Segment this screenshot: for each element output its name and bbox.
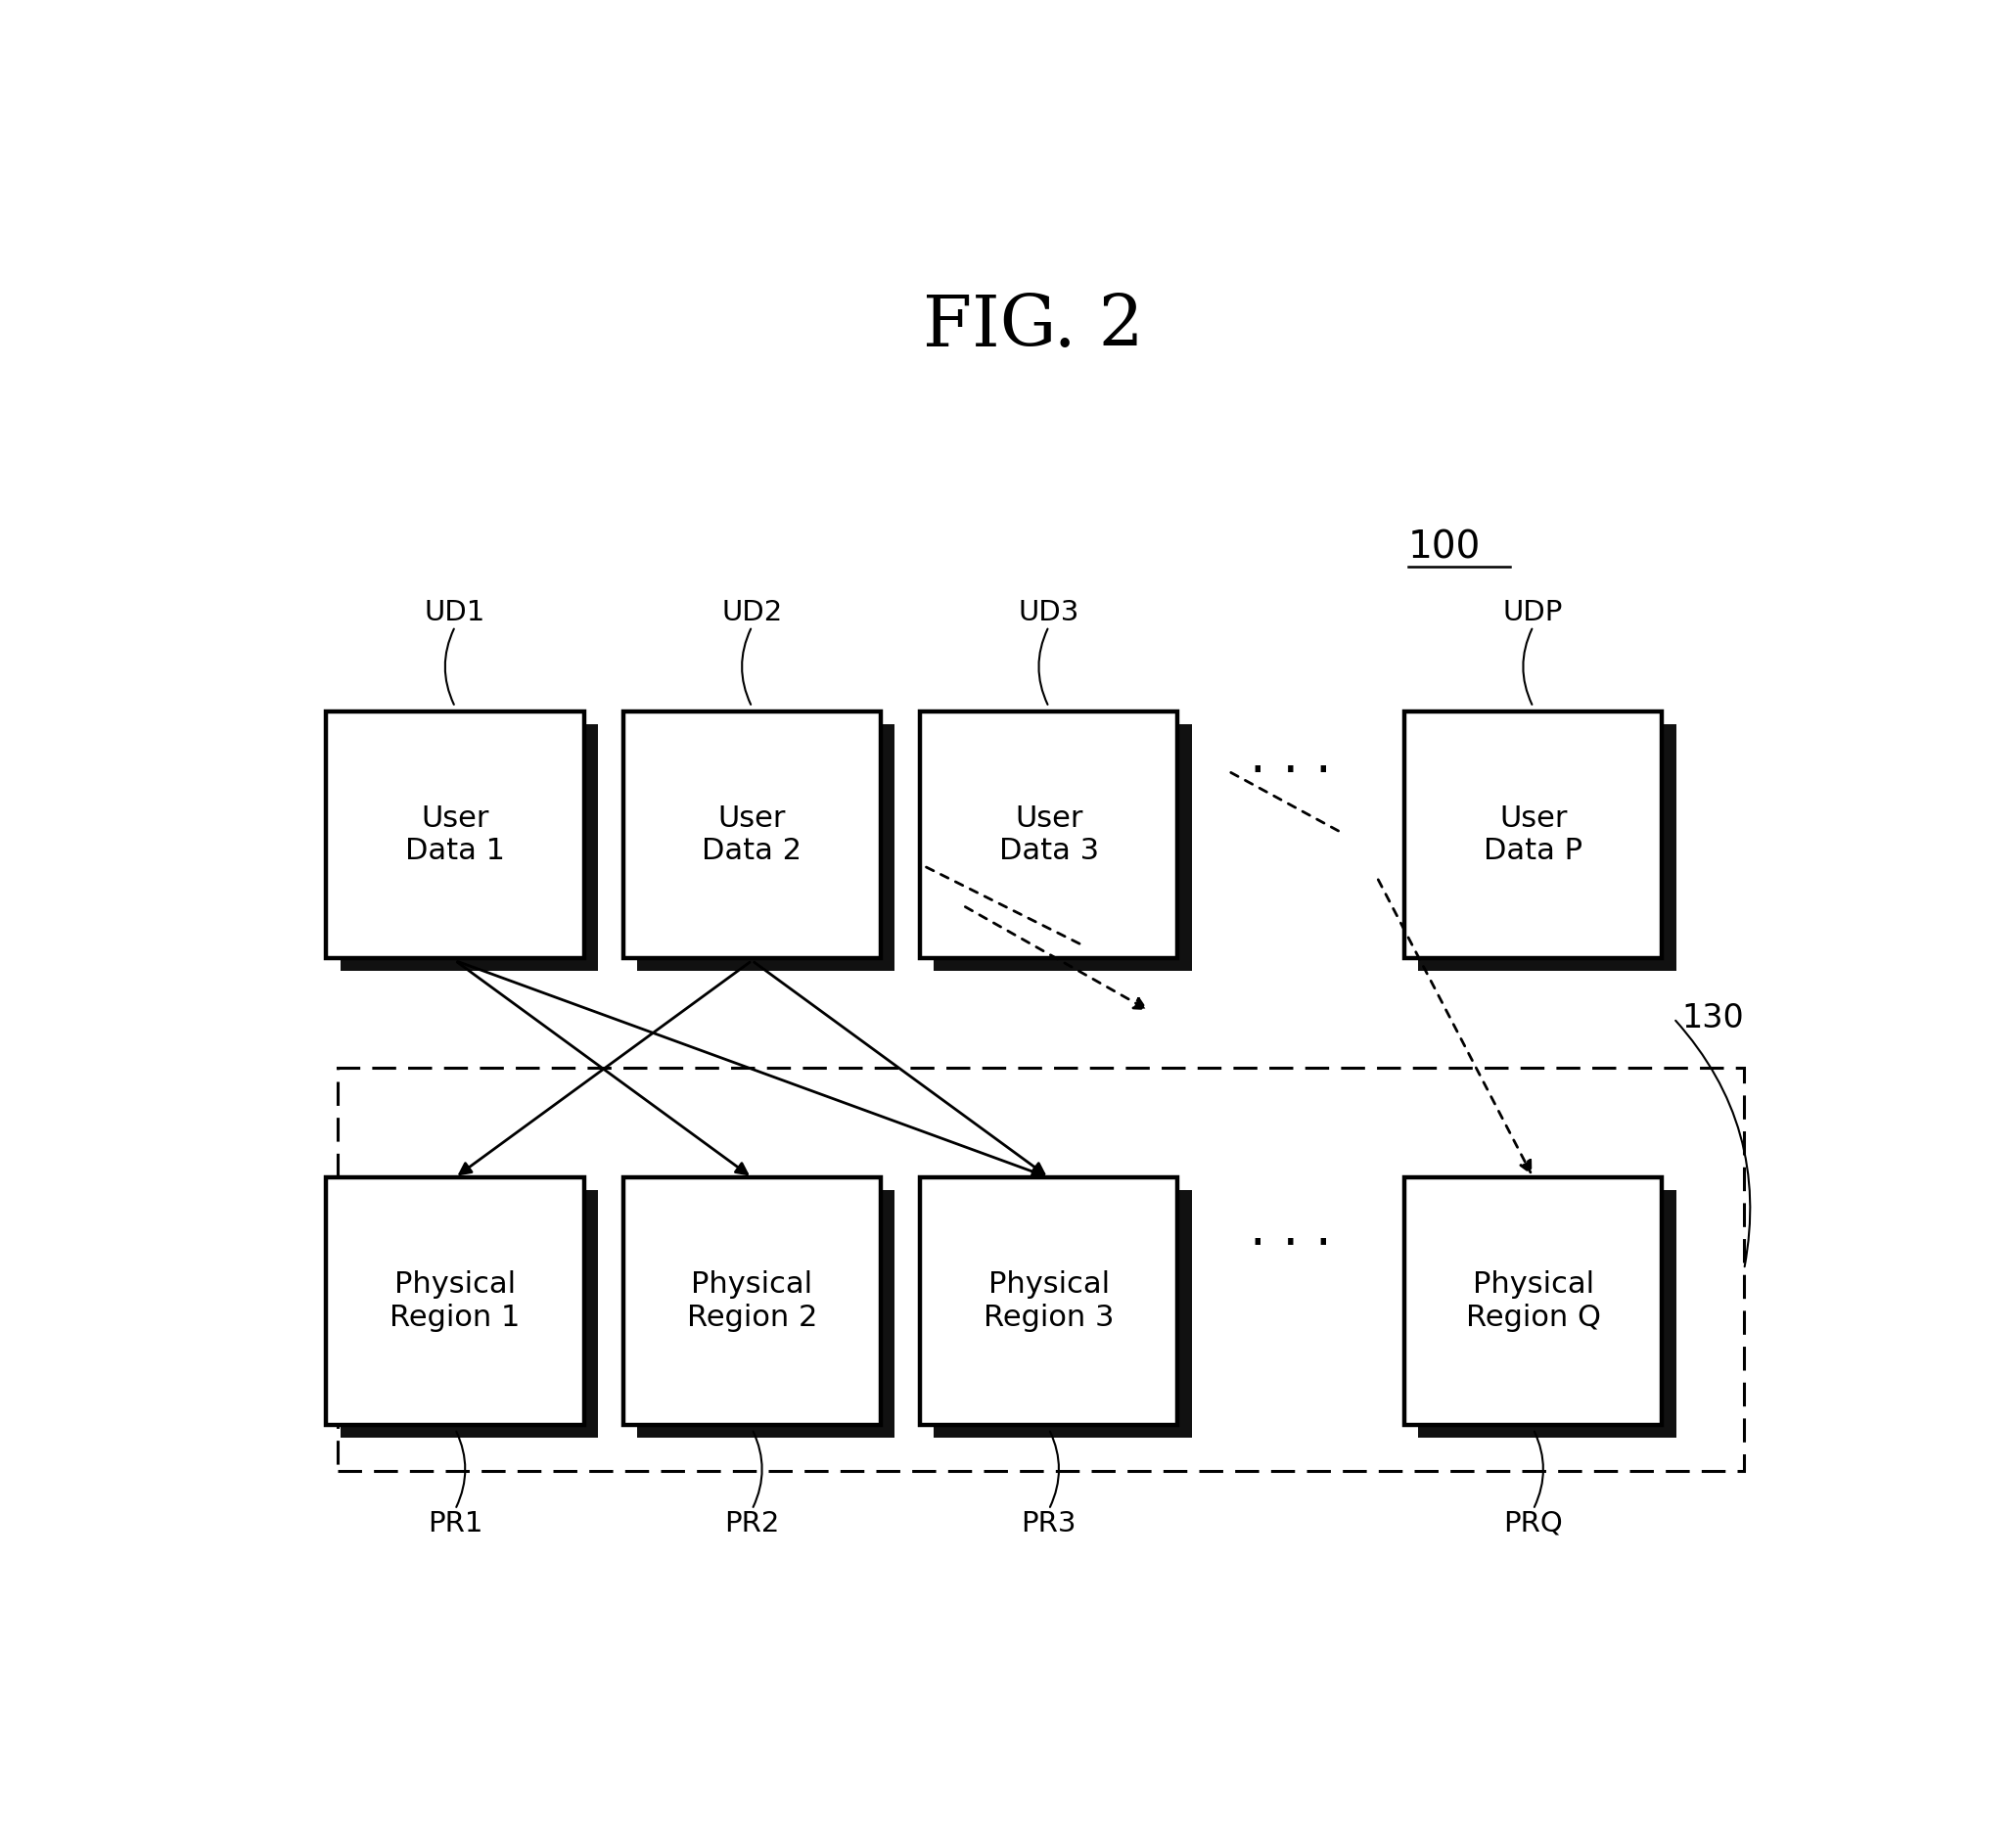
Text: 100: 100 — [1407, 528, 1482, 567]
Text: User
Data 1: User Data 1 — [405, 804, 506, 866]
Bar — [919, 712, 1177, 958]
Bar — [637, 725, 895, 971]
Bar — [339, 1068, 1744, 1470]
Text: PRQ: PRQ — [1504, 1510, 1562, 1538]
Bar — [327, 1178, 585, 1424]
Text: . . .: . . . — [1250, 1206, 1333, 1255]
Text: User
Data 3: User Data 3 — [998, 804, 1099, 866]
Bar — [623, 1178, 881, 1424]
Text: PR1: PR1 — [427, 1510, 482, 1538]
Text: User
Data 2: User Data 2 — [702, 804, 802, 866]
Bar — [327, 712, 585, 958]
Bar — [1419, 725, 1675, 971]
Text: User
Data P: User Data P — [1484, 804, 1583, 866]
Text: FIG. 2: FIG. 2 — [923, 292, 1143, 361]
Bar — [341, 1191, 599, 1437]
Bar — [933, 1191, 1191, 1437]
Text: PR3: PR3 — [1022, 1510, 1077, 1538]
Text: Physical
Region 2: Physical Region 2 — [687, 1270, 816, 1332]
Text: . . .: . . . — [1250, 732, 1333, 782]
Text: UDP: UDP — [1504, 598, 1562, 626]
Text: Physical
Region Q: Physical Region Q — [1466, 1270, 1601, 1332]
Bar — [919, 1178, 1177, 1424]
Text: UD1: UD1 — [425, 598, 486, 626]
Text: UD2: UD2 — [722, 598, 782, 626]
Bar — [1405, 1178, 1661, 1424]
Bar — [933, 725, 1191, 971]
Text: Physical
Region 1: Physical Region 1 — [389, 1270, 520, 1332]
Bar — [341, 725, 599, 971]
Bar — [1405, 712, 1661, 958]
Bar — [1419, 1191, 1675, 1437]
Text: UD3: UD3 — [1018, 598, 1079, 626]
Bar — [623, 712, 881, 958]
Bar — [637, 1191, 895, 1437]
Text: Physical
Region 3: Physical Region 3 — [984, 1270, 1115, 1332]
Text: PR2: PR2 — [724, 1510, 780, 1538]
Text: 130: 130 — [1681, 1002, 1744, 1035]
